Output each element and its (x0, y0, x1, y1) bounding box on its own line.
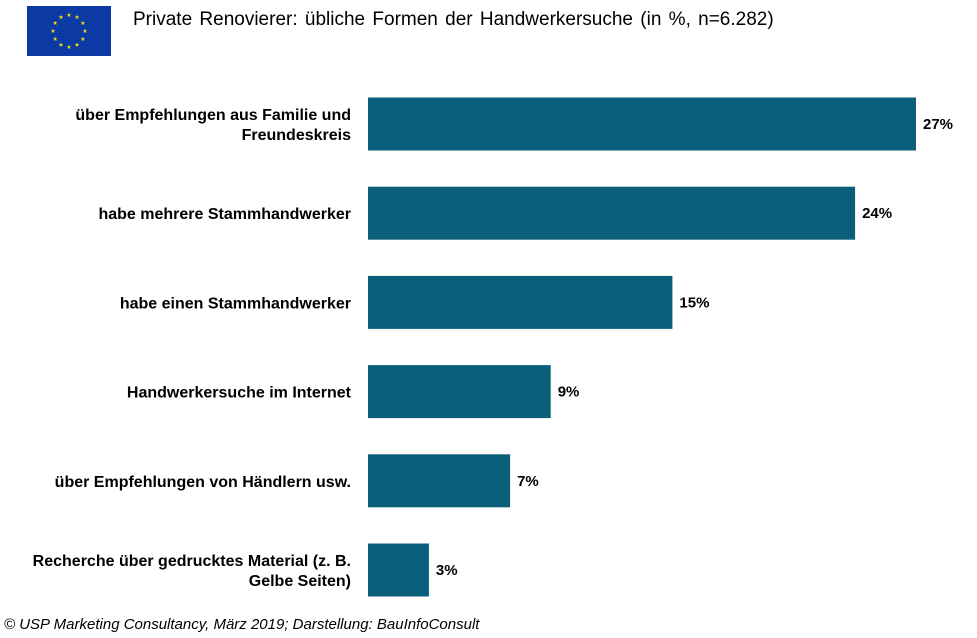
flag-star-icon (80, 36, 86, 41)
flag-star-icon (50, 28, 56, 33)
eu-flag-icon (27, 6, 111, 56)
category-label: habe einen Stammhandwerker (120, 295, 351, 312)
flag-star-icon (80, 20, 86, 25)
flag-star-icon (74, 14, 80, 20)
value-label: 9% (558, 384, 580, 401)
category-label: habe mehrere Stammhandwerker (98, 206, 351, 223)
chart-title: Private Renovierer: übliche Formen der H… (133, 9, 774, 30)
value-label: 24% (862, 205, 892, 222)
bar (368, 543, 429, 597)
value-label: 27% (923, 116, 953, 133)
flag-star-icon (58, 42, 64, 47)
category-label: Recherche über gedrucktes Material (z. B… (33, 553, 351, 590)
value-label: 7% (517, 473, 539, 490)
value-label: 15% (679, 294, 709, 311)
flag-star-icon (66, 44, 72, 49)
category-label: über Empfehlungen von Händlern usw. (55, 474, 351, 491)
flag-star-icon (58, 14, 64, 20)
flag-star-icon (74, 42, 80, 47)
bar (368, 186, 856, 240)
source-note: © USP Marketing Consultancy, März 2019; … (4, 616, 480, 633)
flag-star-icon (52, 36, 58, 41)
bar (368, 365, 551, 419)
bar (368, 97, 916, 151)
category-label: über Empfehlungen aus Familie und Freunde… (75, 107, 351, 144)
bar (368, 454, 511, 508)
flag-star-icon (52, 20, 58, 25)
value-label: 3% (436, 562, 458, 579)
bar (368, 275, 673, 329)
category-label: Handwerkersuche im Internet (127, 385, 352, 402)
flag-star-icon (66, 12, 72, 17)
flag-star-icon (82, 28, 88, 33)
